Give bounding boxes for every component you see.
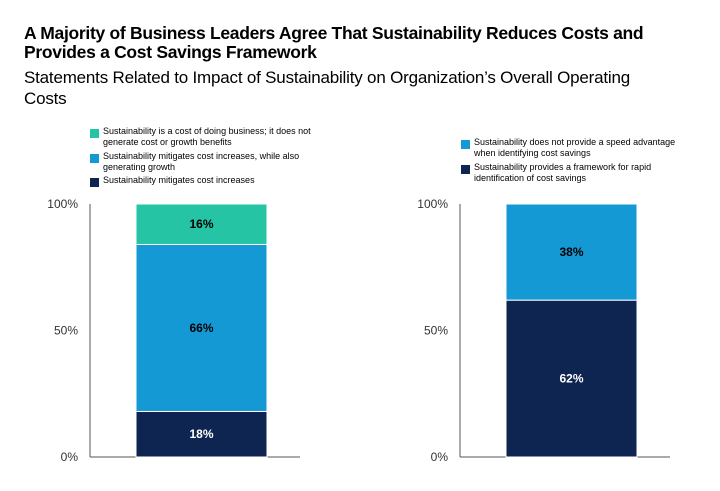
- y-tick-label: 50%: [424, 324, 448, 338]
- data-label: 16%: [189, 217, 213, 231]
- bar-segment: [135, 243, 268, 412]
- bar-segment: [505, 203, 638, 301]
- data-label: 18%: [189, 427, 213, 441]
- legend-label: Sustainability is a cost of doing busine…: [103, 126, 311, 147]
- y-tick-label: 0%: [61, 450, 79, 464]
- y-tick-label: 100%: [47, 197, 78, 211]
- y-tick-label: 50%: [54, 324, 78, 338]
- y-tick-label: 100%: [417, 197, 448, 211]
- legend-swatch: [461, 140, 470, 149]
- bar-segment: [135, 410, 268, 458]
- bar-segment: [135, 203, 268, 245]
- y-tick-label: 0%: [431, 450, 449, 464]
- data-label: 38%: [559, 245, 583, 259]
- chart-subtitle: Statements Related to Impact of Sustaina…: [24, 68, 631, 108]
- legend-label: Sustainability provides a framework for …: [474, 162, 652, 183]
- data-label: 66%: [189, 321, 213, 335]
- legend-swatch: [90, 129, 99, 138]
- legend-label: Sustainability mitigates cost increases,…: [103, 151, 300, 172]
- legend-swatch: [90, 178, 99, 187]
- legend-swatch: [90, 154, 99, 163]
- bar-segment: [505, 299, 638, 458]
- legend-label: Sustainability does not provide a speed …: [474, 137, 676, 158]
- legend-swatch: [461, 165, 470, 174]
- legend-label: Sustainability mitigates cost increases: [103, 175, 255, 185]
- data-label: 62%: [559, 372, 583, 386]
- chart-title: A Majority of Business Leaders Agree Tha…: [24, 23, 644, 62]
